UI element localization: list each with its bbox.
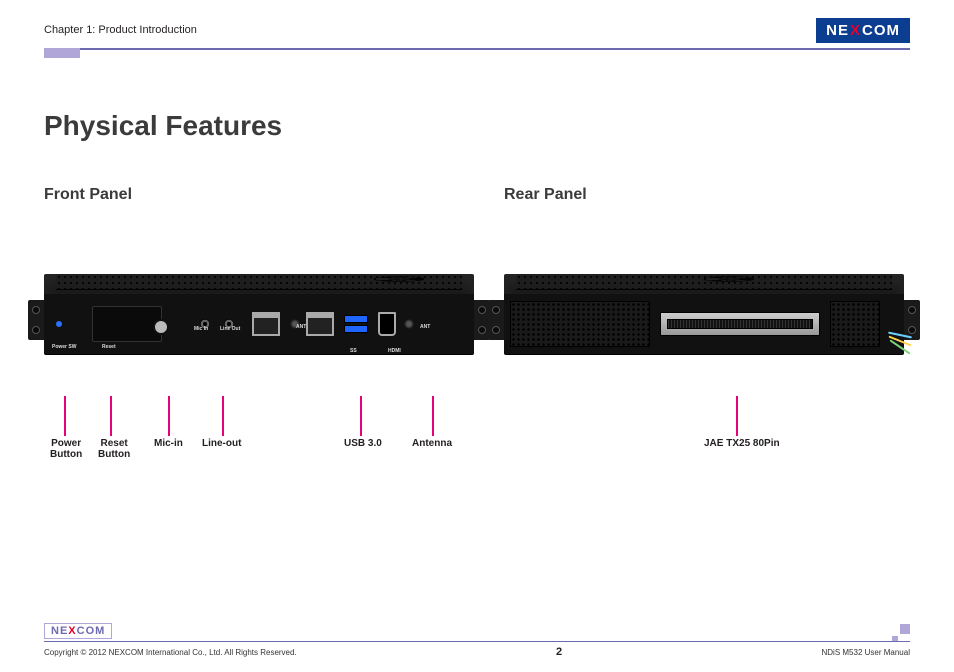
mount-ear-left (28, 300, 44, 340)
silk-reset: Reset (102, 344, 116, 350)
hdmi-port (378, 312, 396, 336)
wires-icon (888, 330, 912, 348)
callout-line (168, 396, 170, 436)
logo-part-1: NE (826, 22, 849, 39)
front-panel-title: Front Panel (44, 186, 474, 204)
brand-logo: NEXCOM (816, 18, 910, 43)
logo-part-x: X (850, 22, 861, 39)
power-led-icon (56, 321, 62, 327)
callout-line (64, 396, 66, 436)
callout-line (222, 396, 224, 436)
page-title: Physical Features (44, 110, 910, 142)
silk-line-out: Line Out (220, 326, 240, 332)
hdd-bay (92, 306, 162, 342)
label-jae-connector: JAE TX25 80Pin (704, 438, 780, 449)
silk-ant1: ANT (296, 324, 306, 330)
fan-icon (704, 276, 754, 282)
doc-title: NDiS M532 User Manual (822, 648, 910, 657)
rear-panel-section: Rear Panel JAE TX25 80Pin (504, 186, 904, 354)
jae-connector (660, 312, 820, 336)
callout-line (360, 396, 362, 436)
header-divider (44, 48, 910, 50)
vent-mesh (510, 301, 650, 347)
silk-ss: SS (350, 348, 357, 354)
label-usb30: USB 3.0 (344, 438, 382, 449)
label-power-button: PowerButton (50, 438, 82, 460)
callout-line (432, 396, 434, 436)
usb-stack (344, 315, 368, 333)
vent-mesh (830, 301, 880, 347)
footer-divider (44, 641, 910, 642)
silk-hdmi: HDMI (388, 348, 401, 354)
silk-ant2: ANT (420, 324, 430, 330)
front-face: Power SW Reset Mic In Line Out ANT (44, 294, 474, 354)
rear-device-illustration (504, 274, 904, 354)
usb-port (344, 325, 368, 333)
label-mic-in: Mic-in (154, 438, 183, 449)
logo-part-1: NE (51, 625, 68, 637)
lan-port-1 (252, 312, 280, 336)
label-line-out: Line-out (202, 438, 241, 449)
label-antenna: Antenna (412, 438, 452, 449)
page-footer: NEXCOM Copyright © 2012 NEXCOM Internati… (44, 621, 910, 658)
logo-part-2: COM (77, 625, 106, 637)
fan-icon (374, 276, 424, 282)
logo-part-x: X (68, 625, 76, 637)
front-panel-section: Front Panel HDD LED HDD Slot LAN LAN HDM… (44, 186, 474, 354)
page-number: 2 (556, 646, 562, 658)
front-device-illustration: Power SW Reset Mic In Line Out ANT (44, 274, 474, 354)
callout-line (736, 396, 738, 436)
logo-part-2: COM (862, 22, 900, 39)
chapter-label: Chapter 1: Product Introduction (44, 24, 197, 36)
lan-port-2 (306, 312, 334, 336)
usb-port (344, 315, 368, 323)
silk-power-sw: Power SW (52, 344, 76, 350)
antenna-port-2 (404, 319, 414, 329)
rear-face (504, 294, 904, 354)
top-vents (516, 274, 892, 290)
silk-mic-in: Mic In (194, 326, 208, 332)
label-reset-button: ResetButton (98, 438, 130, 460)
callout-line (110, 396, 112, 436)
rear-panel-title: Rear Panel (504, 186, 904, 204)
header-accent-block (44, 48, 80, 58)
footer-logo: NEXCOM (44, 623, 112, 639)
mount-ear-left (488, 300, 504, 340)
copyright-text: Copyright © 2012 NEXCOM International Co… (44, 648, 297, 657)
